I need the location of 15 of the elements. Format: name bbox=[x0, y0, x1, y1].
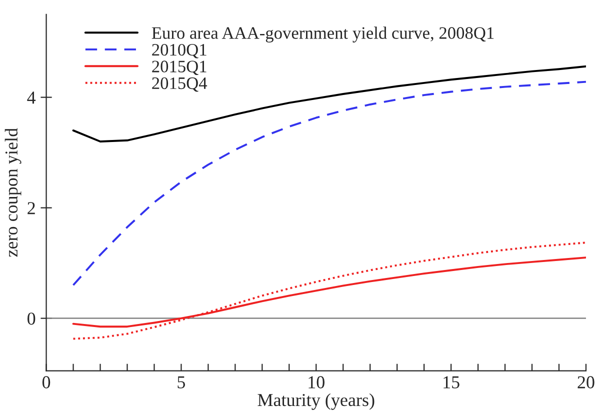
y-tick-label: 0 bbox=[28, 312, 36, 325]
legend-label: Euro area AAA-government yield curve, 2008Q1 bbox=[152, 26, 494, 42]
x-tick-label: 20 bbox=[578, 376, 594, 388]
legend-label: 2010Q1 bbox=[152, 44, 206, 58]
y-tick-label: 4 bbox=[27, 92, 36, 104]
x-tick-label: 15 bbox=[444, 376, 460, 388]
y-axis-title: zero coupon yield bbox=[4, 128, 22, 257]
legend-label: 2015Q1 bbox=[152, 60, 206, 76]
x-tick-label: 10 bbox=[308, 376, 324, 388]
line-series bbox=[72, 242, 586, 340]
x-tick-label: 5 bbox=[178, 376, 186, 388]
legend-label: 2015Q4 bbox=[152, 77, 208, 92]
y-tick-label: 2 bbox=[28, 202, 35, 214]
x-axis-title: Maturity (years) bbox=[258, 393, 374, 410]
x-tick-label: 0 bbox=[42, 376, 50, 388]
